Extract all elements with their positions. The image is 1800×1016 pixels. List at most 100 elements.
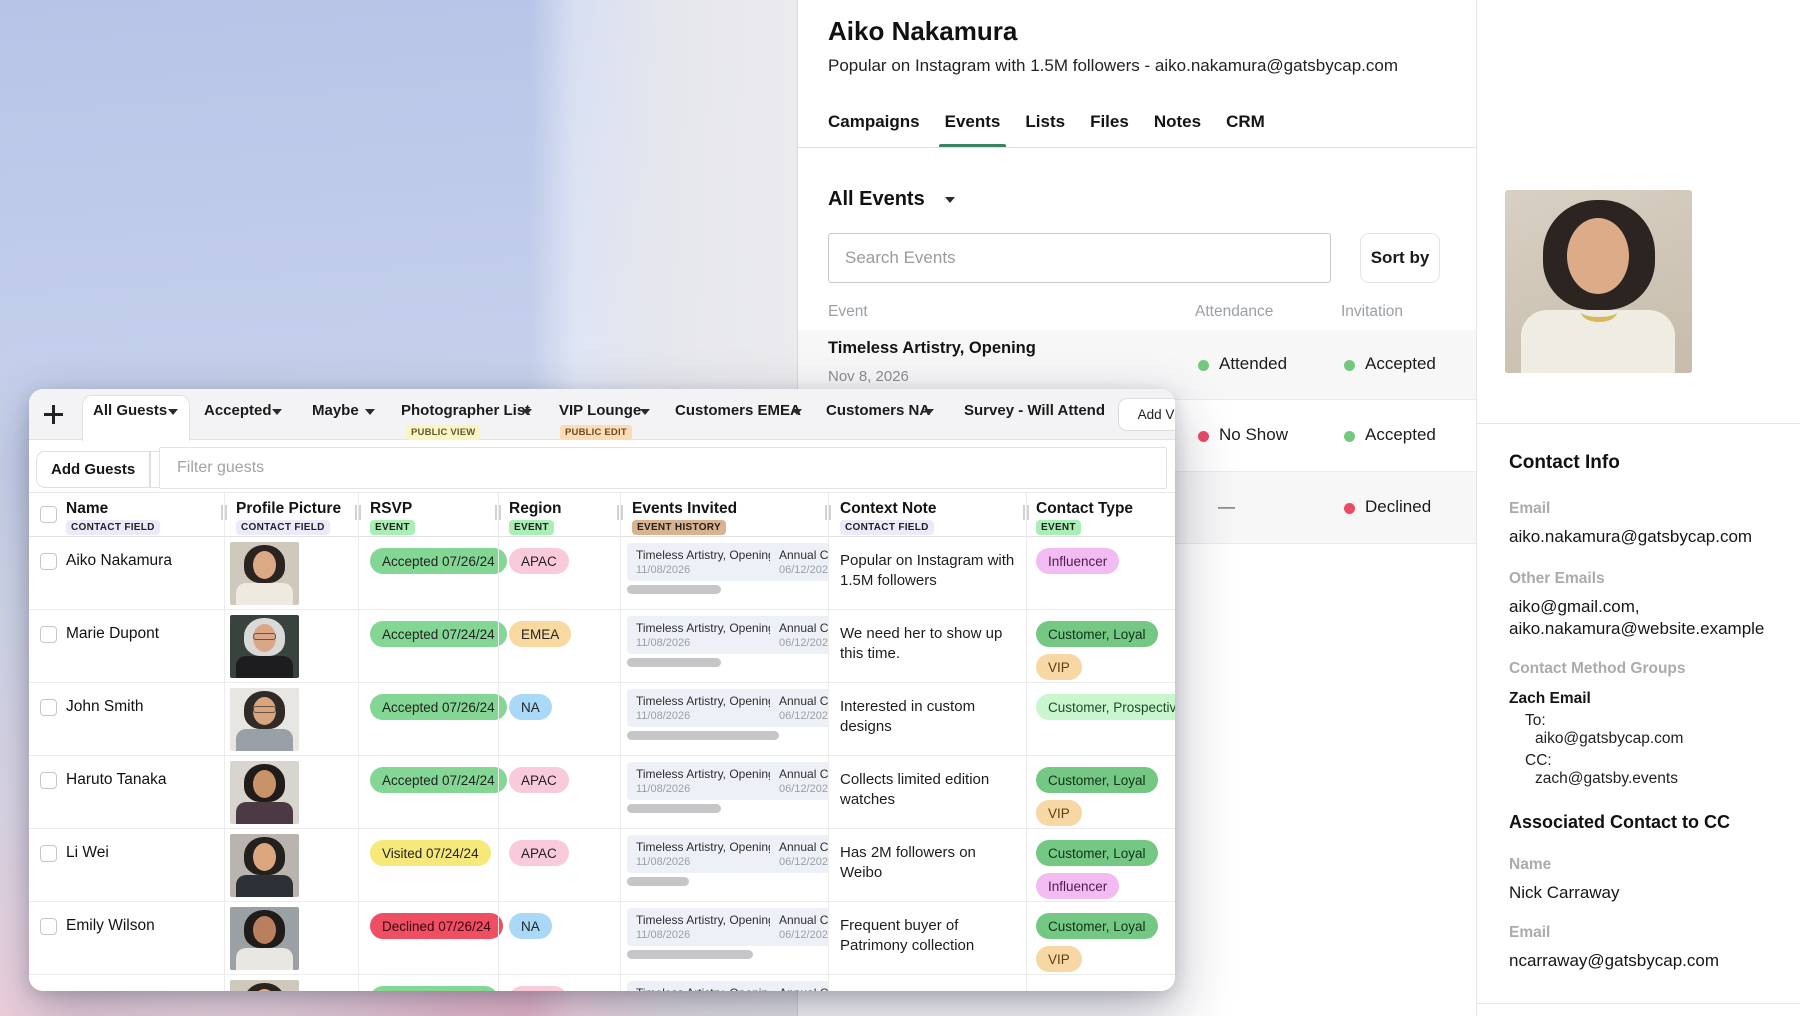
col-rsvp: RSVP bbox=[370, 500, 413, 517]
view-tab-photographer-list[interactable]: Photographer List bbox=[401, 402, 531, 419]
chevron-down-icon[interactable] bbox=[168, 409, 178, 415]
view-tab-accepted[interactable]: Accepted bbox=[204, 402, 272, 419]
guest-row[interactable]: Li Wei Visited 07/24/24 APAC Timeless Ar… bbox=[29, 829, 1175, 902]
column-resize-handle[interactable] bbox=[355, 505, 361, 520]
region-pill: NA bbox=[509, 694, 552, 720]
row-checkbox[interactable] bbox=[40, 553, 57, 570]
context-note: Frequent buyer of Patrimony collection bbox=[840, 917, 975, 954]
invitation-status: Accepted bbox=[1365, 354, 1436, 373]
progress-bar bbox=[627, 804, 721, 813]
rsvp-pill: Declined 07/26/24 bbox=[370, 913, 503, 939]
tab-campaigns[interactable]: Campaigns bbox=[828, 112, 920, 131]
add-view-button[interactable]: Add View bbox=[1118, 398, 1175, 431]
region-pill: APAC bbox=[509, 840, 569, 866]
guest-table: Name CONTACT FIELD Profile Picture CONTA… bbox=[29, 389, 1175, 991]
chevron-down-icon[interactable] bbox=[792, 409, 802, 415]
row-checkbox[interactable] bbox=[40, 699, 57, 716]
guest-name: Marie Dupont bbox=[66, 625, 160, 642]
col-contact-type-badge: EVENT bbox=[1036, 520, 1081, 535]
view-tab-maybe[interactable]: Maybe bbox=[312, 402, 359, 419]
guest-avatar bbox=[230, 761, 299, 824]
tab-events[interactable]: Events bbox=[938, 112, 1007, 148]
page-title: Aiko Nakamura bbox=[828, 16, 1018, 46]
guest-avatar bbox=[230, 907, 299, 970]
guest-row[interactable]: Emily Wilson Declined 07/26/24 NA Timele… bbox=[29, 902, 1175, 975]
invitation-status: Accepted bbox=[1365, 425, 1436, 444]
contact-type-pill: VIP bbox=[1036, 946, 1082, 972]
guest-row[interactable]: Aiko Nakamura Accepted 07/26/24 APAC Tim… bbox=[29, 537, 1175, 610]
guest-avatar bbox=[230, 615, 299, 678]
col-region: Region bbox=[509, 500, 562, 517]
chevron-down-icon[interactable] bbox=[640, 409, 650, 415]
col-events-invited: Events Invited bbox=[632, 500, 738, 517]
tab-files[interactable]: Files bbox=[1090, 112, 1129, 131]
col-context-note-badge: CONTACT FIELD bbox=[840, 520, 934, 535]
event-chip: Annual Co06/12/2026 bbox=[770, 543, 828, 581]
tab-lists[interactable]: Lists bbox=[1025, 112, 1066, 131]
select-all-checkbox[interactable] bbox=[40, 506, 57, 523]
col-profile-picture: Profile Picture bbox=[236, 500, 342, 517]
contact-type-pill: Customer, Loyal bbox=[1036, 767, 1158, 793]
search-events-input[interactable] bbox=[828, 233, 1331, 283]
chevron-down-icon[interactable] bbox=[365, 409, 375, 415]
chevron-down-icon[interactable] bbox=[272, 409, 282, 415]
view-tab-vip-lounge[interactable]: VIP Lounge bbox=[559, 402, 642, 419]
filter-guests-input[interactable] bbox=[159, 447, 1167, 489]
guest-row[interactable]: Haruto Tanaka Accepted 07/24/24 APAC Tim… bbox=[29, 756, 1175, 829]
column-resize-handle[interactable] bbox=[825, 505, 831, 520]
attendance-status-dot bbox=[1198, 360, 1209, 371]
header-divider bbox=[798, 147, 1800, 148]
add-guests-button[interactable]: Add Guests bbox=[51, 461, 136, 478]
column-resize-handle[interactable] bbox=[1023, 505, 1029, 520]
chevron-down-icon[interactable] bbox=[522, 409, 532, 415]
invitation-status-dot bbox=[1344, 431, 1355, 442]
sidebar-divider bbox=[1477, 423, 1800, 424]
column-resize-handle[interactable] bbox=[495, 505, 501, 520]
row-checkbox[interactable] bbox=[40, 845, 57, 862]
context-note: Collects limited edition watches bbox=[840, 771, 990, 808]
column-resize-handle[interactable] bbox=[221, 505, 227, 520]
guest-row[interactable]: John Smith Accepted 07/26/24 NA Timeless… bbox=[29, 683, 1175, 756]
view-tab-all-guests-label[interactable]: All Guests bbox=[93, 402, 168, 419]
sort-by-button[interactable]: Sort by bbox=[1360, 233, 1440, 283]
attendance-status: — bbox=[1218, 497, 1235, 516]
view-tab-all-guests[interactable] bbox=[82, 395, 190, 441]
tab-notes[interactable]: Notes bbox=[1153, 112, 1202, 131]
column-divider bbox=[620, 493, 621, 991]
rsvp-pill: Accepted 07/26/24 bbox=[370, 694, 507, 720]
to-label: To: bbox=[1525, 712, 1546, 729]
row-checkbox[interactable] bbox=[40, 918, 57, 935]
contact-sidebar: Contact Info Email aiko.nakamura@gatsbyc… bbox=[1476, 0, 1800, 1016]
events-filter-dropdown[interactable]: All Events bbox=[828, 188, 955, 211]
invitation-status-dot bbox=[1344, 503, 1355, 514]
chevron-down-icon[interactable] bbox=[924, 409, 934, 415]
tab-crm[interactable]: CRM bbox=[1226, 112, 1265, 131]
invitation-status: Declined bbox=[1365, 497, 1432, 516]
event-row[interactable]: Timeless Artistry, Opening Nov 8, 2026 A… bbox=[798, 330, 1477, 400]
add-tab-plus-icon[interactable] bbox=[44, 405, 63, 424]
row-checkbox[interactable] bbox=[40, 772, 57, 789]
context-note: Interested in custom designs bbox=[840, 698, 976, 735]
col-name: Name bbox=[66, 500, 109, 517]
contact-type-pill: Influencer bbox=[1036, 873, 1120, 899]
row-checkbox[interactable] bbox=[40, 626, 57, 643]
view-tab-customers-emea[interactable]: Customers EMEA bbox=[675, 402, 801, 419]
view-tab-survey-will-attend[interactable]: Survey - Will Attend bbox=[964, 402, 1105, 419]
guest-row[interactable]: Marie Dupont Accepted 07/24/24 EMEA Time… bbox=[29, 610, 1175, 683]
region-pill: APAC bbox=[509, 767, 569, 793]
context-note: We need her to show up this time. bbox=[840, 625, 1003, 662]
contact-type-pill: VIP bbox=[1036, 800, 1082, 826]
column-resize-handle[interactable] bbox=[617, 505, 623, 520]
view-tab-customers-na[interactable]: Customers NA bbox=[826, 402, 931, 419]
attendance-status: No Show bbox=[1219, 425, 1288, 444]
guest-name: Emily Wilson bbox=[66, 917, 155, 934]
progress-bar bbox=[627, 950, 753, 959]
